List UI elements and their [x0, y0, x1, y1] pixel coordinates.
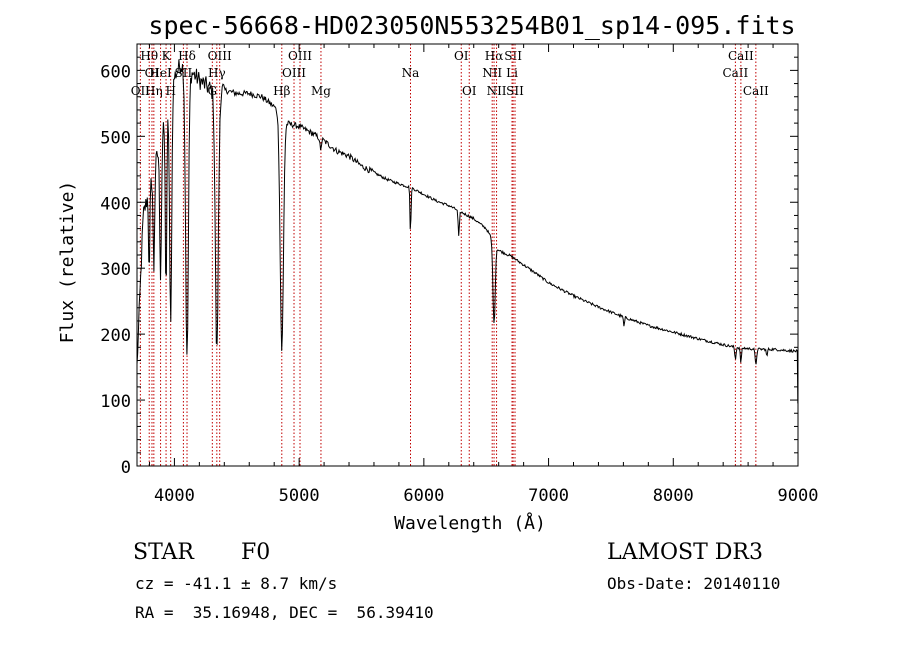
line-marker-label: Li — [506, 66, 518, 80]
y-tick-label: 600 — [100, 62, 131, 82]
y-tick-label: 200 — [100, 326, 131, 346]
y-tick-label: 100 — [100, 392, 131, 412]
x-axis-label: Wavelength (Å) — [394, 512, 546, 534]
plot-frame — [136, 43, 799, 467]
x-tick-label: 7000 — [528, 486, 569, 506]
line-marker-label: SII — [175, 66, 193, 80]
line-marker-label: CaII — [743, 84, 769, 98]
sky-coordinates: RA = 35.16948, DEC = 56.39410 — [135, 603, 434, 622]
line-marker-label: Na — [402, 66, 420, 80]
observation-date: Obs-Date: 20140110 — [607, 574, 781, 593]
line-marker-label: CaII — [722, 66, 748, 80]
chart-title: spec-56668-HD023050N553254B01_sp14-095.f… — [148, 11, 795, 40]
y-tick-label: 500 — [100, 128, 131, 148]
x-tick-label: 4000 — [154, 486, 195, 506]
spectrum-line — [136, 59, 799, 404]
line-marker-label: OII — [131, 84, 151, 98]
line-marker-label: OIII — [208, 49, 232, 63]
line-marker-label: OI — [454, 49, 469, 63]
line-marker-label: Hθ — [140, 49, 158, 63]
line-marker-label: OIII — [282, 66, 306, 80]
survey-name: LAMOST DR3 — [607, 540, 763, 565]
y-axis-label: Flux (relative) — [57, 181, 78, 344]
line-marker-label: Hγ — [208, 66, 226, 80]
line-marker-label: HeI — [149, 66, 172, 80]
line-marker-label: CaII — [728, 49, 754, 63]
line-marker-label: OIII — [288, 49, 312, 63]
line-marker-label: Hδ — [178, 49, 196, 63]
line-marker-label: SII — [504, 49, 522, 63]
object-subclass: F0 — [241, 540, 271, 565]
axis-ticks: 4000 5000 6000 7000 8000 9000 0 100 200 300 400 500… — [100, 44, 818, 506]
line-marker-label: H — [165, 84, 175, 98]
y-tick-label: 0 — [121, 458, 131, 478]
line-marker-label: NII — [482, 66, 502, 80]
y-tick-label: 300 — [100, 260, 131, 280]
x-tick-label: 5000 — [279, 486, 320, 506]
line-marker-label: OI — [145, 66, 160, 80]
line-marker-label: Mg — [311, 84, 331, 98]
x-tick-label: 6000 — [403, 486, 444, 506]
line-marker-label: Hα — [485, 49, 504, 63]
line-markers: OIIHθOIHηHeIKHSIIHδGHγOIIIHβOIIIOIIIMgNa… — [131, 44, 769, 466]
line-marker-label: OI — [462, 84, 477, 98]
line-marker-label: NII — [487, 84, 507, 98]
line-marker-label: Hη — [145, 84, 163, 98]
x-tick-label: 8000 — [653, 486, 694, 506]
x-tick-label: 9000 — [778, 486, 819, 506]
object-class: STAR — [133, 540, 194, 565]
y-tick-label: 400 — [100, 194, 131, 214]
line-marker-label: SII — [506, 84, 524, 98]
redshift-value: cz = -41.1 ± 8.7 km/s — [135, 574, 338, 593]
line-marker-label: K — [162, 49, 172, 63]
line-marker-label: Hβ — [273, 84, 290, 98]
